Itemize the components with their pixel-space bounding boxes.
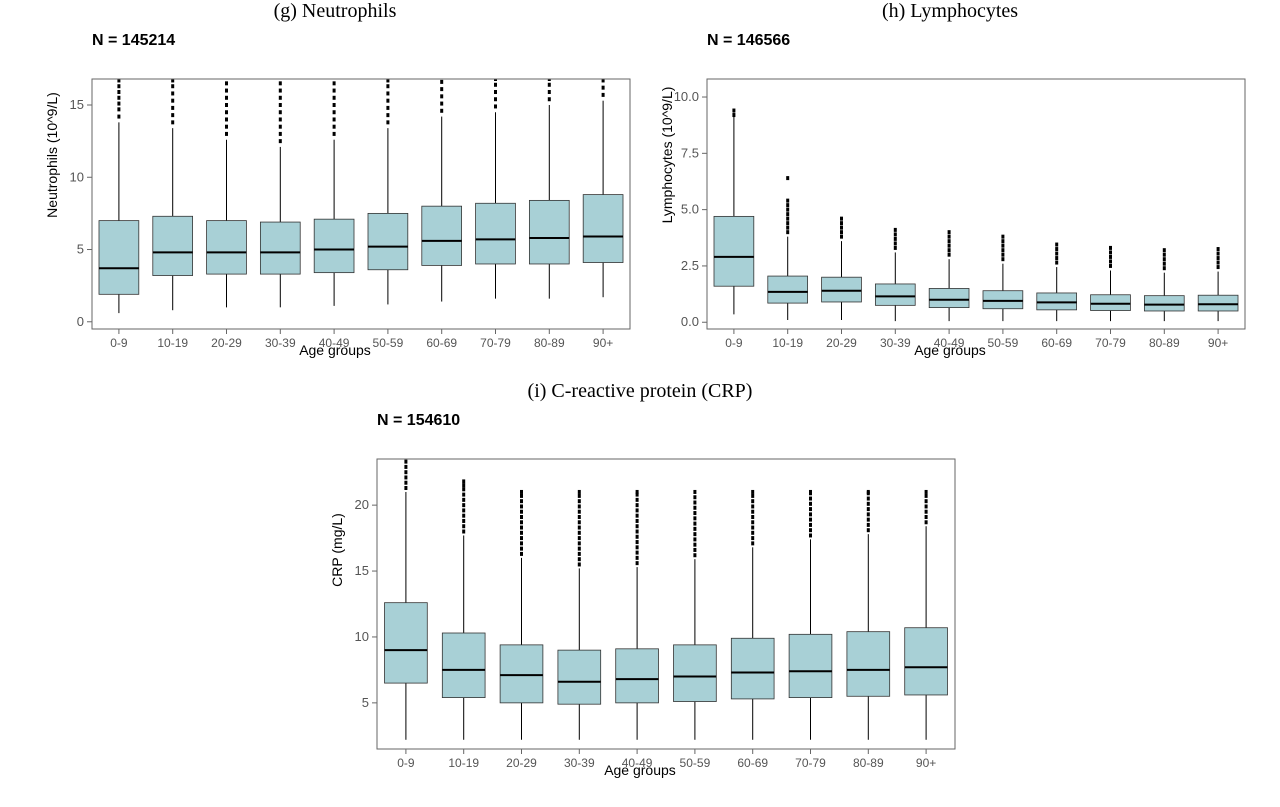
panel-i-xlabel: Age groups (315, 762, 965, 778)
panel-i-title: (i) C-reactive protein (CRP) (315, 380, 965, 403)
svg-text:10.0: 10.0 (674, 89, 699, 104)
svg-text:20: 20 (355, 497, 369, 512)
svg-text:5: 5 (77, 242, 84, 257)
svg-text:5.0: 5.0 (681, 202, 699, 217)
svg-text:2.5: 2.5 (681, 258, 699, 273)
panel-g-plot: 0510150-910-1920-2930-3940-4950-5960-697… (30, 27, 640, 387)
svg-text:10: 10 (70, 169, 84, 184)
figure: (g) Neutrophils N = 145214 Neutrophils (… (0, 0, 1280, 787)
panel-g-n-label: N = 145214 (92, 32, 175, 50)
svg-text:15: 15 (70, 97, 84, 112)
panel-g-xlabel: Age groups (30, 342, 640, 358)
panel-h-xlabel: Age groups (645, 342, 1255, 358)
svg-text:0: 0 (77, 314, 84, 329)
panel-i-ylabel: CRP (mg/L) (329, 480, 345, 620)
svg-text:15: 15 (355, 563, 369, 578)
panel-h: (h) Lymphocytes N = 146566 Lymphocytes (… (645, 0, 1255, 360)
panel-i-plot: 51015200-910-1920-2930-3940-4950-5960-69… (315, 407, 965, 807)
panel-g: (g) Neutrophils N = 145214 Neutrophils (… (30, 0, 640, 360)
panel-g-ylabel: Neutrophils (10^9/L) (44, 65, 60, 245)
svg-text:10: 10 (355, 629, 369, 644)
panel-g-title: (g) Neutrophils (30, 0, 640, 23)
panel-i: (i) C-reactive protein (CRP) N = 154610 … (315, 380, 965, 780)
svg-text:5: 5 (362, 695, 369, 710)
panel-i-n-label: N = 154610 (377, 412, 460, 430)
panel-h-plot: 0.02.55.07.510.00-910-1920-2930-3940-495… (645, 27, 1255, 387)
panel-h-ylabel: Lymphocytes (10^9/L) (659, 60, 675, 250)
svg-text:7.5: 7.5 (681, 145, 699, 160)
panel-h-n-label: N = 146566 (707, 32, 790, 50)
svg-text:0.0: 0.0 (681, 314, 699, 329)
panel-h-title: (h) Lymphocytes (645, 0, 1255, 23)
